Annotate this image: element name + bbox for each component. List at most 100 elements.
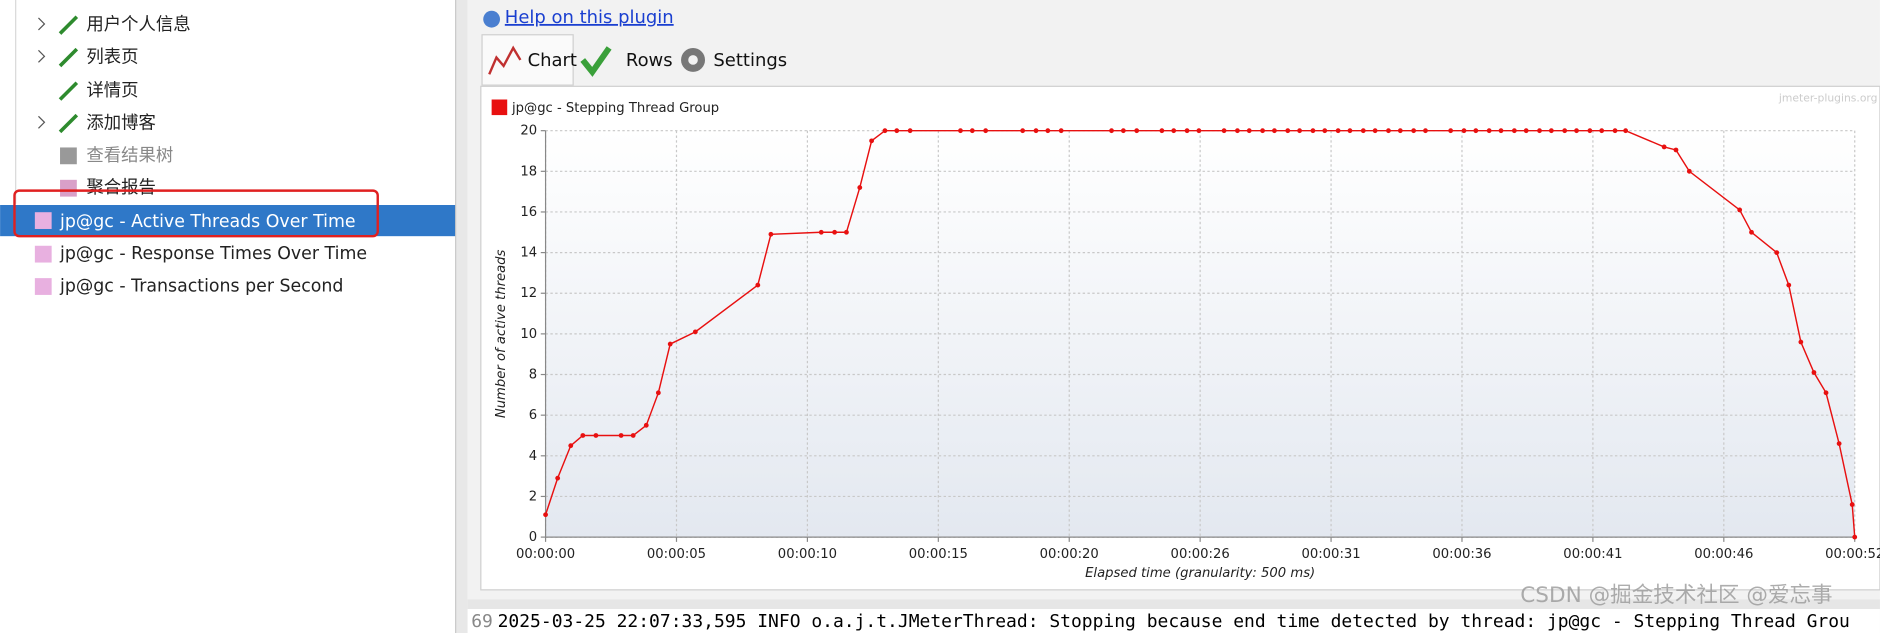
- listener-icon: [34, 212, 52, 229]
- point: [1109, 128, 1114, 134]
- point: [844, 229, 849, 235]
- help-link[interactable]: Help on this plugin: [505, 7, 674, 28]
- x-tick-label: 00:00:46: [1694, 547, 1753, 562]
- tree-item[interactable]: jp@gc - Transactions per Second: [59, 277, 343, 297]
- point: [1411, 128, 1417, 134]
- point: [1045, 128, 1051, 134]
- point: [1120, 128, 1126, 134]
- point: [593, 433, 599, 438]
- log-text: 2025-03-25 22:07:33,595 INFO o.a.j.t.JMe…: [498, 611, 1850, 632]
- x-tick-label: 00:00:15: [909, 547, 968, 562]
- point: [1661, 144, 1667, 150]
- point: [1798, 339, 1804, 345]
- expand-arrow[interactable]: [38, 115, 46, 129]
- point: [630, 433, 636, 438]
- splitter-bottom[interactable]: [467, 599, 1880, 610]
- x-tick-label: 00:00:31: [1301, 547, 1360, 562]
- point: [1537, 128, 1542, 134]
- y-tick-label: 6: [529, 408, 537, 423]
- chart-icon: [488, 45, 522, 75]
- point: [1260, 128, 1265, 134]
- info-icon: [483, 10, 501, 28]
- legend-swatch: [491, 99, 508, 116]
- point: [1184, 128, 1190, 134]
- x-tick-label: 00:00:20: [1040, 547, 1099, 562]
- settings-icon-hole: [688, 55, 698, 65]
- point: [1473, 128, 1479, 134]
- y-tick-label: 14: [520, 246, 537, 261]
- tab-label[interactable]: Settings: [713, 50, 787, 71]
- point: [1836, 441, 1842, 447]
- point: [1221, 128, 1227, 134]
- expand-arrow[interactable]: [38, 49, 46, 63]
- point: [1562, 128, 1568, 134]
- point: [1272, 128, 1277, 134]
- point: [1310, 128, 1316, 134]
- tree-panel: [0, 0, 456, 633]
- point: [1159, 128, 1165, 134]
- x-tick-label: 00:00:00: [516, 547, 575, 562]
- point: [1285, 128, 1291, 134]
- selected-row[interactable]: [0, 205, 456, 237]
- listener-icon: [34, 245, 52, 263]
- point: [768, 231, 774, 237]
- y-tick-label: 20: [520, 124, 537, 139]
- point: [1486, 128, 1492, 134]
- point: [1196, 128, 1202, 134]
- point: [1587, 128, 1593, 134]
- point: [755, 282, 761, 288]
- tree-item[interactable]: 聚合报告: [86, 178, 156, 198]
- point: [1574, 128, 1579, 134]
- point: [580, 433, 586, 438]
- point: [894, 128, 900, 134]
- point: [1498, 128, 1504, 134]
- point: [869, 138, 875, 144]
- chart: 0 2 4 6 8 10 12 14 16 18 20 00:00:00 00:00:05 00:00:1…: [491, 99, 1880, 581]
- y-tick-label: 2: [529, 489, 537, 504]
- point: [907, 128, 913, 134]
- point: [1823, 390, 1829, 396]
- point: [1058, 128, 1064, 134]
- point: [543, 512, 548, 518]
- x-tick-label: 00:00:52: [1825, 547, 1880, 562]
- point: [1246, 128, 1252, 134]
- expand-arrow[interactable]: [38, 17, 46, 31]
- tree-item[interactable]: jp@gc - Response Times Over Time: [59, 244, 367, 264]
- point: [1686, 168, 1692, 174]
- point: [1849, 502, 1855, 507]
- point: [958, 128, 963, 134]
- point: [1511, 128, 1517, 134]
- point: [1297, 128, 1302, 134]
- point: [1386, 128, 1391, 134]
- tree-item-selected[interactable]: jp@gc - Active Threads Over Time: [59, 212, 356, 232]
- point: [1235, 128, 1240, 134]
- point: [1852, 534, 1858, 540]
- log-panel: [467, 609, 1880, 633]
- point: [1599, 128, 1605, 134]
- tree-item[interactable]: 详情页: [86, 81, 138, 101]
- point: [1623, 128, 1629, 134]
- point: [857, 185, 863, 190]
- tree-item[interactable]: 用户个人信息: [86, 15, 190, 35]
- y-tick-label: 10: [520, 327, 537, 342]
- point: [1020, 128, 1026, 134]
- splitter[interactable]: [455, 0, 468, 633]
- point: [692, 329, 698, 335]
- listener-icon: [34, 278, 52, 295]
- x-axis-title: Elapsed time (granularity: 500 ms): [1085, 566, 1315, 581]
- point: [1372, 128, 1378, 134]
- tree-item[interactable]: 添加博客: [86, 113, 156, 133]
- point: [1523, 128, 1529, 134]
- point: [882, 128, 888, 134]
- point: [1171, 128, 1177, 134]
- tree-item[interactable]: 查看结果树: [86, 146, 173, 166]
- point: [1448, 128, 1454, 134]
- point: [568, 443, 574, 449]
- legend-label: jp@gc - Stepping Thread Group: [511, 101, 719, 116]
- tab-label[interactable]: Rows: [626, 50, 673, 71]
- point: [969, 128, 975, 134]
- tree-item[interactable]: 列表页: [86, 48, 138, 68]
- x-tick-label: 00:00:10: [778, 547, 837, 562]
- tab-label[interactable]: Chart: [528, 50, 577, 71]
